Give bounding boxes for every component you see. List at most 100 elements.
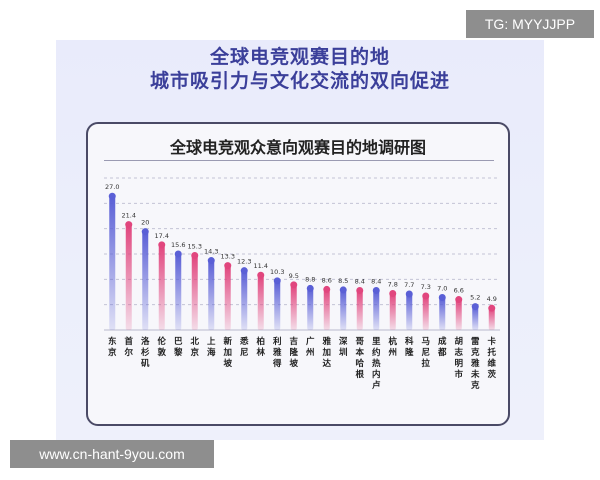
bar-cap: [141, 228, 149, 236]
value-label: 21.4: [122, 212, 136, 220]
category-label: 哥本哈根: [355, 337, 364, 380]
category-label: 雷克雅未克: [470, 336, 480, 391]
bar-cap: [273, 277, 281, 285]
bar: [406, 293, 413, 330]
bar: [323, 289, 330, 330]
value-label: 15.6: [171, 241, 185, 249]
headline-line-1: 全球电竞观赛目的地: [209, 46, 390, 68]
value-label: 7.7: [404, 281, 414, 289]
category-label: 科隆: [405, 336, 414, 358]
category-label: 柏林: [256, 336, 265, 358]
bar-cap: [224, 262, 232, 270]
bar: [356, 290, 363, 330]
title-divider: [104, 160, 494, 161]
chart-title: 全球电竞观众意向观赛目的地调研图: [169, 138, 426, 157]
bar: [340, 289, 347, 330]
bar-cap: [422, 292, 430, 300]
bar: [290, 284, 297, 330]
category-label: 成都: [437, 336, 447, 358]
bar-cap: [438, 294, 446, 302]
value-label: 20: [141, 219, 149, 227]
category-label: 马尼拉: [421, 337, 430, 369]
bar-cap: [389, 289, 397, 297]
bar: [224, 265, 231, 330]
category-label: 深圳: [339, 336, 348, 358]
bar-cap: [207, 257, 215, 265]
bar-cap: [471, 303, 479, 311]
value-label: 11.4: [254, 262, 268, 270]
bar: [455, 299, 462, 330]
bar: [125, 224, 132, 330]
headline-line-2: 城市吸引力与文化交流的双向促进: [149, 70, 450, 92]
chart-panel: [86, 122, 510, 426]
bar: [158, 244, 165, 330]
value-label: 27.0: [105, 183, 119, 191]
value-label: 13.3: [221, 253, 235, 261]
watermark-top-right: TG: MYYJJPP: [466, 10, 594, 38]
bar: [208, 260, 215, 330]
value-label: 6.6: [454, 287, 464, 295]
bar: [175, 253, 182, 330]
category-label: 首尔: [123, 336, 133, 358]
value-label: 8.8: [305, 275, 315, 283]
bar: [274, 280, 281, 330]
category-label: 伦敦: [157, 336, 166, 358]
bar: [472, 306, 479, 330]
value-label: 7.8: [388, 280, 398, 288]
category-label: 新加坡: [222, 336, 232, 369]
value-label: 17.4: [155, 232, 169, 240]
value-label: 7.0: [437, 285, 447, 293]
bar-cap: [174, 250, 182, 258]
category-label: 胡志明市: [454, 336, 463, 380]
category-label: 上海: [207, 336, 216, 358]
bar-cap: [257, 271, 265, 279]
value-label: 7.3: [421, 283, 431, 291]
bar-cap: [306, 284, 314, 292]
category-label: 杭州: [387, 336, 397, 358]
value-label: 5.2: [470, 294, 480, 302]
category-label: 利雅得: [272, 336, 282, 369]
value-label: 14.3: [204, 248, 218, 256]
category-label: 北京: [190, 336, 199, 358]
category-label: 东京: [108, 336, 117, 358]
bar-cap: [356, 286, 364, 294]
value-label: 10.3: [270, 268, 284, 276]
value-label: 12.3: [237, 258, 251, 266]
bar-cap: [339, 286, 347, 294]
category-label: 悉尼: [239, 336, 249, 358]
bar-cap: [323, 285, 331, 293]
bar: [488, 308, 495, 330]
bar-cap: [125, 221, 133, 229]
bar: [142, 231, 149, 330]
category-label: 卡托维茨: [487, 336, 496, 380]
value-label: 8.4: [371, 277, 381, 285]
bar: [191, 255, 198, 330]
bar-cap: [240, 267, 248, 275]
bar-cap: [405, 290, 413, 298]
bar-cap: [290, 281, 298, 289]
value-label: 9.5: [289, 272, 299, 280]
category-label: 洛杉矶: [141, 336, 150, 369]
bar-cap: [108, 192, 116, 200]
bar: [439, 297, 446, 330]
bar-cap: [191, 251, 199, 259]
bar: [109, 196, 116, 330]
value-label: 8.6: [322, 276, 332, 284]
value-label: 4.9: [487, 295, 497, 303]
watermark-bottom-left: www.cn-hant-9you.com: [10, 440, 214, 468]
value-label: 15.3: [188, 242, 202, 250]
bar-cap: [488, 304, 496, 312]
category-label: 吉隆坡: [289, 336, 298, 369]
bar: [373, 290, 380, 330]
category-label: 雅加达: [321, 336, 331, 369]
category-label: 巴黎: [173, 337, 183, 358]
category-label: 广州: [305, 336, 315, 358]
bar-cap: [372, 286, 380, 294]
value-label: 8.5: [338, 277, 348, 285]
bar: [422, 296, 429, 330]
bar: [307, 288, 314, 330]
bar: [389, 293, 396, 330]
category-label: 里约热内卢: [372, 337, 381, 391]
bar-cap: [455, 296, 463, 304]
